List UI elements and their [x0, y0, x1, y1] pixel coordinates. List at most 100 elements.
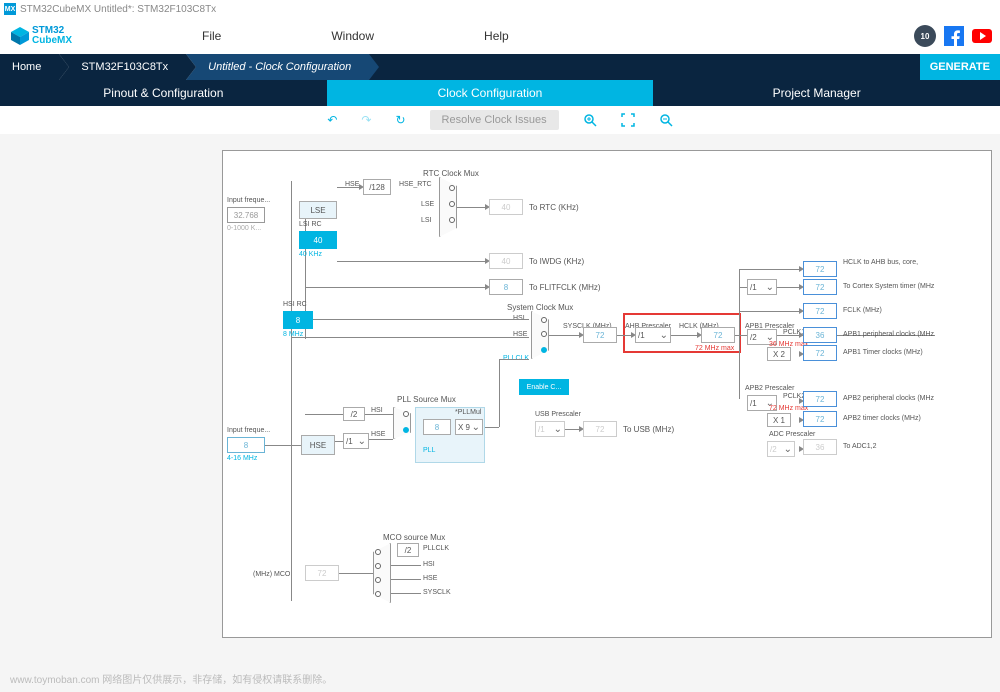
- mco-hse: HSE: [423, 575, 437, 582]
- out-apb2t-lbl: APB2 timer clocks (MHz): [843, 415, 921, 422]
- mco-title: MCO source Mux: [383, 533, 445, 542]
- facebook-icon[interactable]: [944, 26, 964, 46]
- mux-dot: [449, 185, 455, 191]
- mco-val: 72: [305, 565, 339, 581]
- mco-sysclk: SYSCLK: [423, 589, 451, 596]
- generate-button[interactable]: GENERATE: [920, 54, 1000, 80]
- pll-src-val: 8: [423, 419, 451, 435]
- fit-button[interactable]: [621, 113, 635, 127]
- tab-tools[interactable]: [980, 80, 1000, 106]
- mux-dot: [403, 427, 409, 433]
- zoom-out-button[interactable]: [659, 113, 673, 127]
- wire: [671, 335, 697, 336]
- out-apb1t: 72: [803, 345, 837, 361]
- out-adc: 36: [803, 439, 837, 455]
- pll-hse: HSE: [371, 431, 385, 438]
- lse-mux-in: LSE: [421, 201, 434, 208]
- usb-prescaler[interactable]: /1: [535, 421, 565, 437]
- mux-dot: [541, 347, 547, 353]
- resolve-button[interactable]: Resolve Clock Issues: [430, 110, 559, 130]
- wire: [549, 335, 579, 336]
- mux-dot: [375, 577, 381, 583]
- wire: [457, 207, 485, 208]
- hse-div128: /128: [363, 179, 391, 195]
- hse-input-lbl: Input freque...: [227, 427, 270, 434]
- wire: [391, 579, 421, 580]
- out-adc-lbl: To ADC1,2: [843, 443, 876, 450]
- logo-text: STM32 CubeMX: [32, 26, 72, 46]
- wire: [369, 439, 393, 440]
- wire: [777, 287, 799, 288]
- mux-dot: [449, 217, 455, 223]
- hclk-max: 72 MHz max: [695, 345, 734, 352]
- main-menu: File Window Help: [202, 29, 509, 43]
- pll-mul-lbl: *PLLMul: [455, 409, 481, 416]
- menu-help[interactable]: Help: [484, 29, 509, 43]
- hclk-val[interactable]: 72: [701, 327, 735, 343]
- out-apb1p-lbl: APB1 peripheral clocks (MHz: [843, 331, 934, 338]
- tab-pinout[interactable]: Pinout & Configuration: [0, 80, 327, 106]
- wire: [739, 335, 740, 399]
- mco-div2: /2: [397, 543, 419, 557]
- redo-button[interactable]: ↷: [361, 113, 371, 127]
- crumb-home[interactable]: Home: [0, 54, 59, 80]
- out-apb1t-lbl: APB1 Timer clocks (MHz): [843, 349, 923, 356]
- undo-button[interactable]: ↶: [327, 113, 337, 127]
- social-icons: 10: [914, 25, 992, 47]
- wire: [305, 287, 485, 288]
- wire: [291, 181, 292, 601]
- youtube-icon[interactable]: [972, 26, 992, 46]
- mco-pllclk: PLLCLK: [423, 545, 449, 552]
- flitf-val: 8: [489, 279, 523, 295]
- wire: [291, 337, 529, 338]
- menu-window[interactable]: Window: [331, 29, 374, 43]
- menu-file[interactable]: File: [202, 29, 221, 43]
- adc-lbl: ADC Prescaler: [769, 431, 815, 438]
- tab-bar: Pinout & Configuration Clock Configurati…: [0, 80, 1000, 106]
- lse-input[interactable]: 32.768: [227, 207, 265, 223]
- crumb-device[interactable]: STM32F103C8Tx: [59, 54, 186, 80]
- wire: [337, 261, 487, 262]
- app-icon: MX: [4, 3, 16, 15]
- tab-project[interactable]: Project Manager: [653, 80, 980, 106]
- zoom-in-button[interactable]: [583, 113, 597, 127]
- wire: [739, 311, 799, 312]
- rtc-out: 40: [489, 199, 523, 215]
- window-titlebar: MX STM32CubeMX Untitled*: STM32F103C8Tx: [0, 0, 1000, 18]
- out-cortex-lbl: To Cortex System timer (MHz: [843, 283, 934, 290]
- window-title: STM32CubeMX Untitled*: STM32F103C8Tx: [20, 4, 216, 15]
- hse-input[interactable]: 8: [227, 437, 265, 453]
- lsi-mux-in: LSI: [421, 217, 432, 224]
- pll-lbl: PLL: [423, 447, 435, 454]
- wire: [391, 593, 421, 594]
- pll-mul[interactable]: X 9: [455, 419, 483, 435]
- hse-rtc-lbl: HSE_RTC: [399, 181, 432, 188]
- cube-icon: [10, 26, 30, 46]
- tab-clock[interactable]: Clock Configuration: [327, 80, 654, 106]
- wire: [617, 335, 631, 336]
- mux-dot: [541, 317, 547, 323]
- pll-presc[interactable]: /1: [343, 433, 369, 449]
- to-iwdg-lbl: To IWDG (KHz): [529, 257, 584, 266]
- wire: [335, 441, 343, 442]
- hsi-rc-lbl: HSI RC: [283, 301, 307, 308]
- clock-canvas[interactable]: RTC Clock Mux Input freque... 32.768 0-1…: [222, 150, 992, 638]
- enable-css[interactable]: Enable C...: [519, 379, 569, 395]
- out-fclk-lbl: FCLK (MHz): [843, 307, 882, 314]
- adc-prescaler[interactable]: /2: [767, 441, 795, 457]
- out-apb1p: 36: [803, 327, 837, 343]
- cortex-div[interactable]: /1: [747, 279, 777, 295]
- ahb-prescaler[interactable]: /1: [635, 327, 671, 343]
- to-rtc-lbl: To RTC (KHz): [529, 203, 579, 212]
- pll-mux-title: PLL Source Mux: [397, 395, 456, 404]
- sysclk-val[interactable]: 72: [583, 327, 617, 343]
- lse-input-label: Input freque...: [227, 197, 270, 204]
- pll-div2: /2: [343, 407, 365, 421]
- reset-button[interactable]: ↻: [395, 113, 405, 127]
- apb1-x2: X 2: [767, 347, 791, 361]
- usb-lbl: USB Prescaler: [535, 411, 581, 418]
- sys-mux-title: System Clock Mux: [507, 303, 573, 312]
- anniversary-badge: 10: [914, 25, 936, 47]
- crumb-page[interactable]: Untitled - Clock Configuration: [186, 54, 369, 80]
- lse-box: LSE: [299, 201, 337, 219]
